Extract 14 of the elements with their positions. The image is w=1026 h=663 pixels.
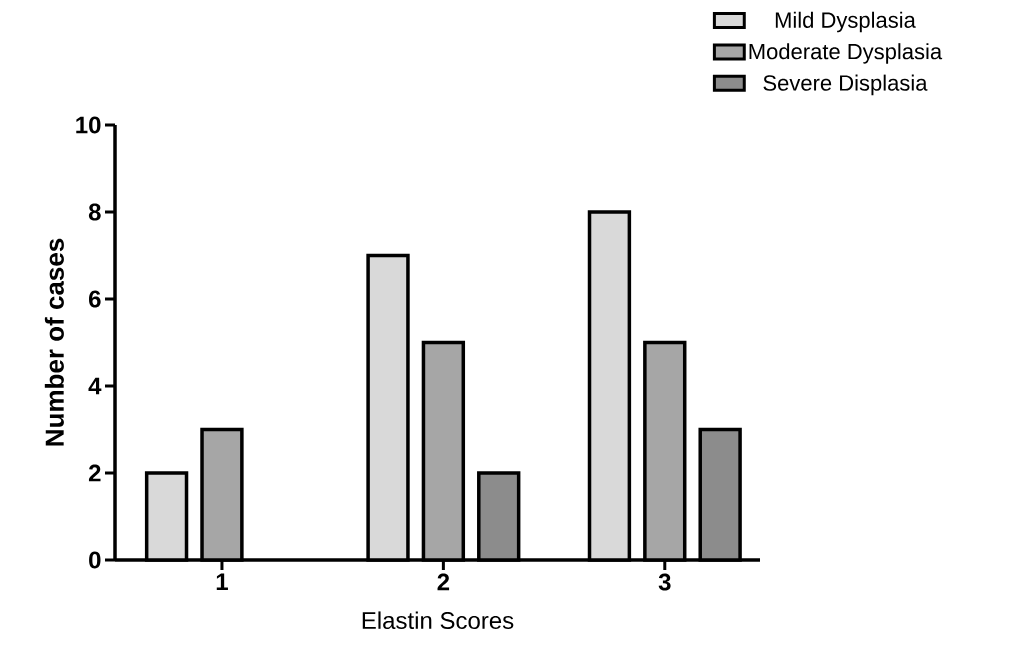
y-tick-label: 0 bbox=[89, 551, 101, 569]
legend-label: Moderate Dysplasia bbox=[749, 43, 943, 64]
x-axis-title: Elastin Scores bbox=[362, 611, 514, 630]
y-axis-title: Number of cases bbox=[44, 238, 64, 446]
y-tick-label: 6 bbox=[89, 290, 101, 308]
legend-label: Mild Dysplasia bbox=[775, 11, 916, 33]
x-tick-label: 1 bbox=[216, 573, 228, 591]
x-tick-label: 3 bbox=[658, 573, 671, 591]
y-tick-label: 8 bbox=[88, 203, 101, 221]
y-tick-label: 4 bbox=[88, 377, 102, 395]
legend-label: Severe Displasia bbox=[763, 74, 928, 96]
y-tick-label: 2 bbox=[88, 464, 101, 482]
y-tick-label: 10 bbox=[76, 116, 101, 134]
x-tick-label: 2 bbox=[437, 573, 450, 591]
